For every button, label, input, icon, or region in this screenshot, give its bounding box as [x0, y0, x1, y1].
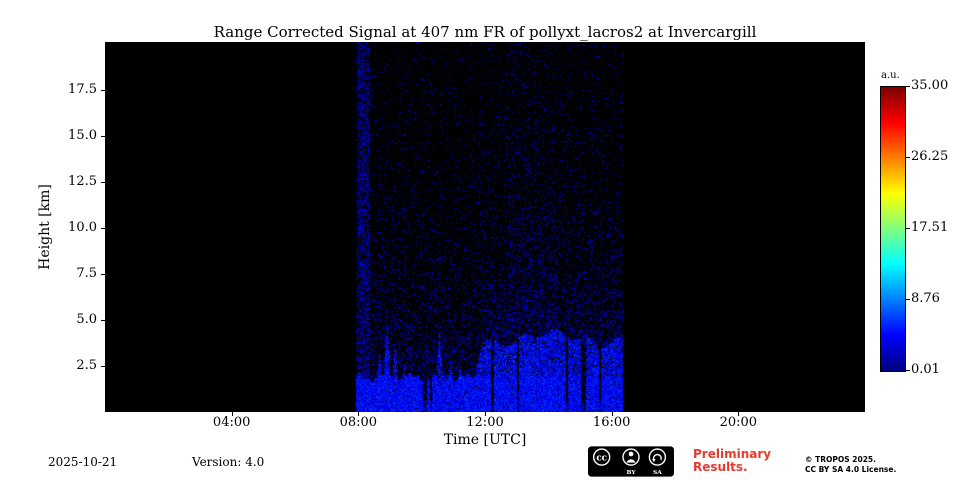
x-tick-label: 08:00 [339, 415, 378, 430]
share-alike-arrowhead [652, 459, 656, 463]
colorbar-tick-label: 0.01 [911, 362, 940, 377]
colorbar-tick-mark [906, 228, 910, 229]
version-label: Version: 4.0 [192, 455, 265, 469]
colorbar-unit-label: a.u. [881, 70, 900, 81]
y-tick-label: 15.0 [68, 127, 97, 143]
chart-title: Range Corrected Signal at 407 nm FR of p… [213, 23, 757, 41]
cc-logo-icon [592, 448, 611, 466]
license-line: CC BY SA 4.0 License. [805, 465, 897, 474]
x-tick-mark [738, 412, 740, 416]
y-tick-label: 10.0 [68, 219, 97, 235]
person-body [626, 459, 636, 463]
cc-badge-by-text: BY [626, 469, 636, 476]
x-tick-mark [231, 412, 233, 416]
y-tick-label: 12.5 [68, 173, 97, 189]
person-head [628, 451, 634, 457]
preliminary-results-note: Preliminary Results. [693, 448, 771, 474]
cc-logo-text: cc [596, 454, 607, 464]
colorbar-tick-mark [906, 370, 910, 371]
colorbar-tick-label: 17.51 [911, 220, 949, 235]
y-tick-mark [101, 319, 105, 321]
attribution-person-icon [622, 448, 640, 466]
x-tick-label: 20:00 [719, 415, 758, 430]
copyright-license-note: © TROPOS 2025. CC BY SA 4.0 License. [805, 455, 896, 475]
y-tick-label: 17.5 [68, 81, 97, 97]
colorbar-tick-mark [906, 299, 910, 300]
x-tick-label: 16:00 [592, 415, 631, 430]
y-tick-mark [101, 365, 105, 367]
x-tick-mark [358, 412, 360, 416]
x-axis-label: Time [UTC] [443, 432, 527, 448]
share-alike-arrow [652, 453, 662, 461]
y-tick-label: 5.0 [76, 311, 97, 327]
colorbar-canvas [880, 86, 906, 372]
y-tick-label: 2.5 [76, 357, 97, 373]
y-tick-mark [101, 181, 105, 183]
preliminary-line-2: Results. [693, 460, 748, 474]
colorbar-tick-label: 26.25 [911, 149, 949, 164]
y-tick-mark [101, 89, 105, 91]
y-tick-mark [101, 227, 105, 229]
colorbar-tick-mark [906, 157, 910, 158]
cc-badge-sa-text: SA [653, 469, 662, 476]
x-tick-label: 12:00 [466, 415, 504, 430]
cc-by-sa-badge: cc BY SA [588, 446, 674, 477]
y-tick-label: 7.5 [76, 265, 97, 281]
y-tick-mark [101, 135, 105, 137]
share-alike-icon [648, 448, 667, 466]
x-tick-label: 04:00 [212, 415, 251, 430]
preliminary-line-1: Preliminary [693, 447, 772, 461]
colorbar-tick-label: 35.00 [911, 78, 949, 93]
colorbar-tick-label: 8.76 [911, 291, 940, 306]
copyright-line: © TROPOS 2025. [805, 455, 876, 464]
colorbar-tick-mark [906, 86, 910, 87]
x-tick-mark [485, 412, 486, 416]
heatmap-canvas [105, 42, 865, 412]
x-tick-mark [611, 412, 613, 416]
y-tick-mark [101, 273, 105, 275]
measurement-date: 2025-10-21 [48, 455, 118, 469]
